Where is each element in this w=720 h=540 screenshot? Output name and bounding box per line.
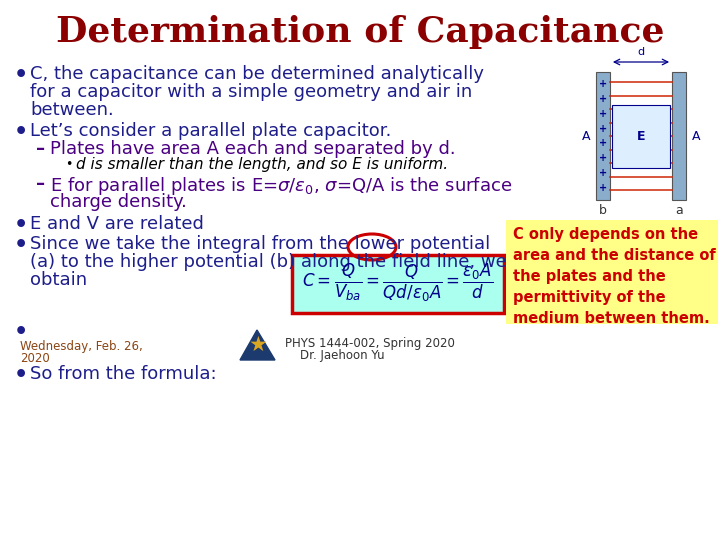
FancyBboxPatch shape <box>506 220 718 324</box>
Text: ★: ★ <box>248 335 267 355</box>
Text: Dr. Jaehoon Yu: Dr. Jaehoon Yu <box>285 349 384 362</box>
Bar <box>596 72 610 200</box>
Text: E for parallel plates is E=$\sigma/\varepsilon_0$, $\sigma$=Q/A is the surface: E for parallel plates is E=$\sigma/\vare… <box>50 175 513 197</box>
Text: $C=\dfrac{Q}{V_{ba}}=\dfrac{Q}{Qd/\varepsilon_0 A}=\dfrac{\varepsilon_0 A}{d}$: $C=\dfrac{Q}{V_{ba}}=\dfrac{Q}{Qd/\varep… <box>302 262 494 304</box>
Text: •: • <box>65 158 73 171</box>
Bar <box>672 72 686 200</box>
Text: C, the capacitance can be determined analytically: C, the capacitance can be determined ana… <box>30 65 484 83</box>
Text: E: E <box>636 130 645 143</box>
Polygon shape <box>240 330 275 360</box>
Text: a: a <box>675 204 683 217</box>
Text: for a capacitor with a simple geometry and air in: for a capacitor with a simple geometry a… <box>30 83 472 101</box>
Text: •: • <box>14 122 28 142</box>
Text: +: + <box>599 94 607 104</box>
Text: •: • <box>14 65 28 85</box>
Text: PHYS 1444-002, Spring 2020: PHYS 1444-002, Spring 2020 <box>285 337 455 350</box>
Text: +: + <box>599 124 607 133</box>
Text: A: A <box>582 130 590 143</box>
Text: •: • <box>14 365 28 385</box>
Text: b: b <box>599 204 607 217</box>
Text: 2020: 2020 <box>20 352 50 365</box>
Text: charge density.: charge density. <box>50 193 187 211</box>
Text: •: • <box>14 215 28 235</box>
Text: +: + <box>599 138 607 149</box>
Text: •: • <box>14 235 28 255</box>
Text: +: + <box>599 168 607 178</box>
FancyBboxPatch shape <box>292 255 504 313</box>
Text: •: • <box>14 322 28 342</box>
Text: +: + <box>599 109 607 119</box>
Text: A: A <box>692 130 701 143</box>
Text: +: + <box>599 79 607 89</box>
Text: +: + <box>599 183 607 193</box>
Text: (a) to the higher potential (b) along the field line, we: (a) to the higher potential (b) along th… <box>30 253 507 271</box>
Text: d: d <box>637 47 644 57</box>
Text: Let’s consider a parallel plate capacitor.: Let’s consider a parallel plate capacito… <box>30 122 392 140</box>
Text: ★: ★ <box>251 336 266 354</box>
Text: +: + <box>599 153 607 163</box>
Text: –: – <box>36 175 45 193</box>
Text: d is smaller than the length, and so E is uniform.: d is smaller than the length, and so E i… <box>76 157 448 172</box>
Text: Since we take the integral from the lower potential: Since we take the integral from the lowe… <box>30 235 490 253</box>
Text: –: – <box>36 140 45 158</box>
Text: between.: between. <box>30 101 114 119</box>
Text: So from the formula:: So from the formula: <box>30 365 217 383</box>
Text: E and V are related: E and V are related <box>30 215 204 233</box>
Text: C only depends on the
area and the distance of
the plates and the
permittivity o: C only depends on the area and the dista… <box>513 227 716 326</box>
Text: Wednesday, Feb. 26,: Wednesday, Feb. 26, <box>20 340 143 353</box>
Text: obtain: obtain <box>30 271 87 289</box>
Text: Plates have area A each and separated by d.: Plates have area A each and separated by… <box>50 140 456 158</box>
Text: Determination of Capacitance: Determination of Capacitance <box>55 15 665 49</box>
